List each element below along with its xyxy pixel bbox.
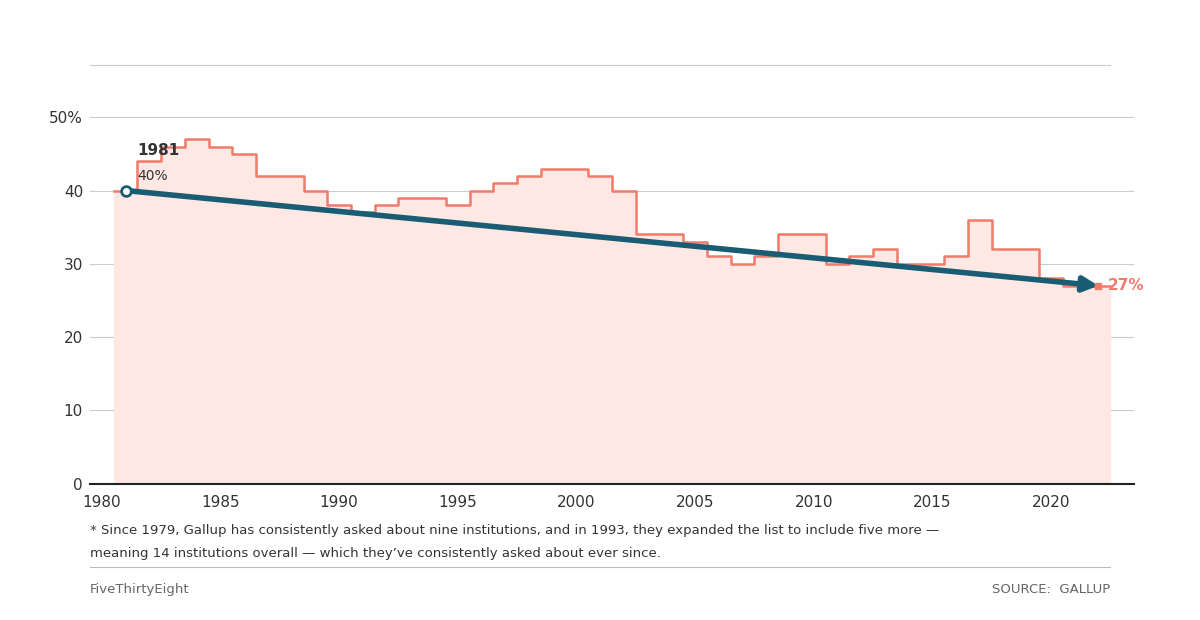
Text: FiveThirtyEight: FiveThirtyEight — [90, 583, 190, 596]
Text: 1981: 1981 — [138, 143, 180, 157]
Text: 27%: 27% — [1108, 278, 1145, 293]
Text: * Since 1979, Gallup has consistently asked about nine institutions, and in 1993: * Since 1979, Gallup has consistently as… — [90, 524, 940, 537]
Text: 40%: 40% — [138, 169, 168, 183]
Text: SOURCE:  GALLUP: SOURCE: GALLUP — [991, 583, 1110, 596]
Text: meaning 14 institutions overall — which they’ve consistently asked about ever si: meaning 14 institutions overall — which … — [90, 547, 661, 560]
